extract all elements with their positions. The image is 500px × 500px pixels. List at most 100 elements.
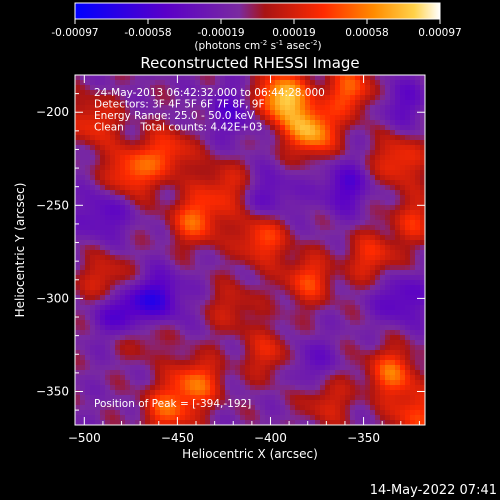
y-axis-label: Heliocentric Y (arcsec) (13, 183, 27, 318)
heatmap-cell (145, 230, 151, 236)
heatmap-cell (310, 270, 316, 276)
heatmap-cell (150, 305, 156, 311)
heatmap-cell (200, 220, 206, 226)
heatmap-cell (390, 205, 396, 211)
heatmap-cell (130, 130, 136, 136)
heatmap-cell (390, 150, 396, 156)
heatmap-cell (320, 185, 326, 191)
heatmap-cell (290, 80, 296, 86)
heatmap-cell (90, 95, 96, 101)
heatmap-cell (110, 315, 116, 321)
heatmap-cell (120, 150, 126, 156)
heatmap-cell (85, 280, 91, 286)
heatmap-cell (110, 180, 116, 186)
heatmap-cell (395, 125, 401, 131)
heatmap-cell (105, 180, 111, 186)
heatmap-cell (405, 205, 411, 211)
heatmap-cell (170, 75, 176, 81)
heatmap-cell (300, 85, 306, 91)
heatmap-cell (320, 210, 326, 216)
heatmap-cell (415, 330, 421, 336)
heatmap-cell (200, 145, 206, 151)
heatmap-cell (420, 250, 425, 256)
heatmap-cell (110, 325, 116, 331)
heatmap-cell (155, 245, 161, 251)
heatmap-cell (125, 140, 131, 146)
heatmap-cell (75, 420, 81, 425)
heatmap-cell (255, 245, 261, 251)
heatmap-cell (220, 295, 226, 301)
heatmap-cell (165, 250, 171, 256)
heatmap-cell (355, 220, 361, 226)
heatmap-cell (225, 255, 231, 261)
heatmap-cell (280, 265, 286, 271)
heatmap-cell (355, 90, 361, 96)
heatmap-cell (275, 135, 281, 141)
heatmap-cell (200, 230, 206, 236)
heatmap-cell (75, 315, 81, 321)
heatmap-cell (140, 125, 146, 131)
heatmap-cell (235, 260, 241, 266)
heatmap-cell (275, 350, 281, 356)
heatmap-cell (140, 120, 146, 126)
heatmap-cell (175, 165, 181, 171)
heatmap-cell (120, 215, 126, 221)
heatmap-cell (410, 345, 416, 351)
heatmap-cell (340, 310, 346, 316)
heatmap-cell (180, 270, 186, 276)
heatmap-cell (195, 275, 201, 281)
heatmap-cell (355, 185, 361, 191)
heatmap-cell (185, 385, 191, 391)
heatmap-cell (110, 255, 116, 261)
heatmap-cell (220, 90, 226, 96)
heatmap-cell (95, 335, 101, 341)
heatmap-cell (120, 280, 126, 286)
heatmap-cell (105, 245, 111, 251)
heatmap-cell (360, 310, 366, 316)
heatmap-cell (235, 385, 241, 391)
heatmap-cell (200, 300, 206, 306)
heatmap-cell (205, 320, 211, 326)
heatmap-cell (295, 270, 301, 276)
heatmap-cell (165, 125, 171, 131)
heatmap-cell (290, 290, 296, 296)
heatmap-cell (265, 250, 271, 256)
heatmap-cell (100, 335, 106, 341)
heatmap-cell (245, 295, 251, 301)
heatmap-cell (225, 370, 231, 376)
heatmap-cell (405, 345, 411, 351)
heatmap-cell (325, 165, 331, 171)
heatmap-cell (415, 270, 421, 276)
heatmap-cell (195, 380, 201, 386)
heatmap-cell (150, 75, 156, 81)
heatmap-cell (205, 230, 211, 236)
heatmap-cell (125, 110, 131, 116)
heatmap-cell (215, 285, 221, 291)
heatmap-cell (95, 175, 101, 181)
heatmap-cell (385, 370, 391, 376)
heatmap-cell (180, 115, 186, 121)
heatmap-cell (260, 340, 266, 346)
heatmap-cell (225, 315, 231, 321)
heatmap-cell (285, 315, 291, 321)
heatmap-cell (405, 260, 411, 266)
heatmap-cell (170, 320, 176, 326)
heatmap-cell (180, 415, 186, 421)
heatmap-cell (415, 230, 421, 236)
heatmap-cell (355, 120, 361, 126)
heatmap-cell (210, 215, 216, 221)
heatmap-cell (350, 185, 356, 191)
heatmap-cell (215, 270, 221, 276)
heatmap-cell (150, 140, 156, 146)
heatmap-cell (210, 270, 216, 276)
heatmap-cell (295, 130, 301, 136)
heatmap-cell (375, 400, 381, 406)
heatmap-cell (400, 295, 406, 301)
heatmap-cell (85, 325, 91, 331)
heatmap-cell (165, 310, 171, 316)
heatmap-cell (145, 335, 151, 341)
heatmap-cell (225, 310, 231, 316)
heatmap-cell (275, 120, 281, 126)
heatmap-cell (280, 150, 286, 156)
heatmap-cell (300, 195, 306, 201)
